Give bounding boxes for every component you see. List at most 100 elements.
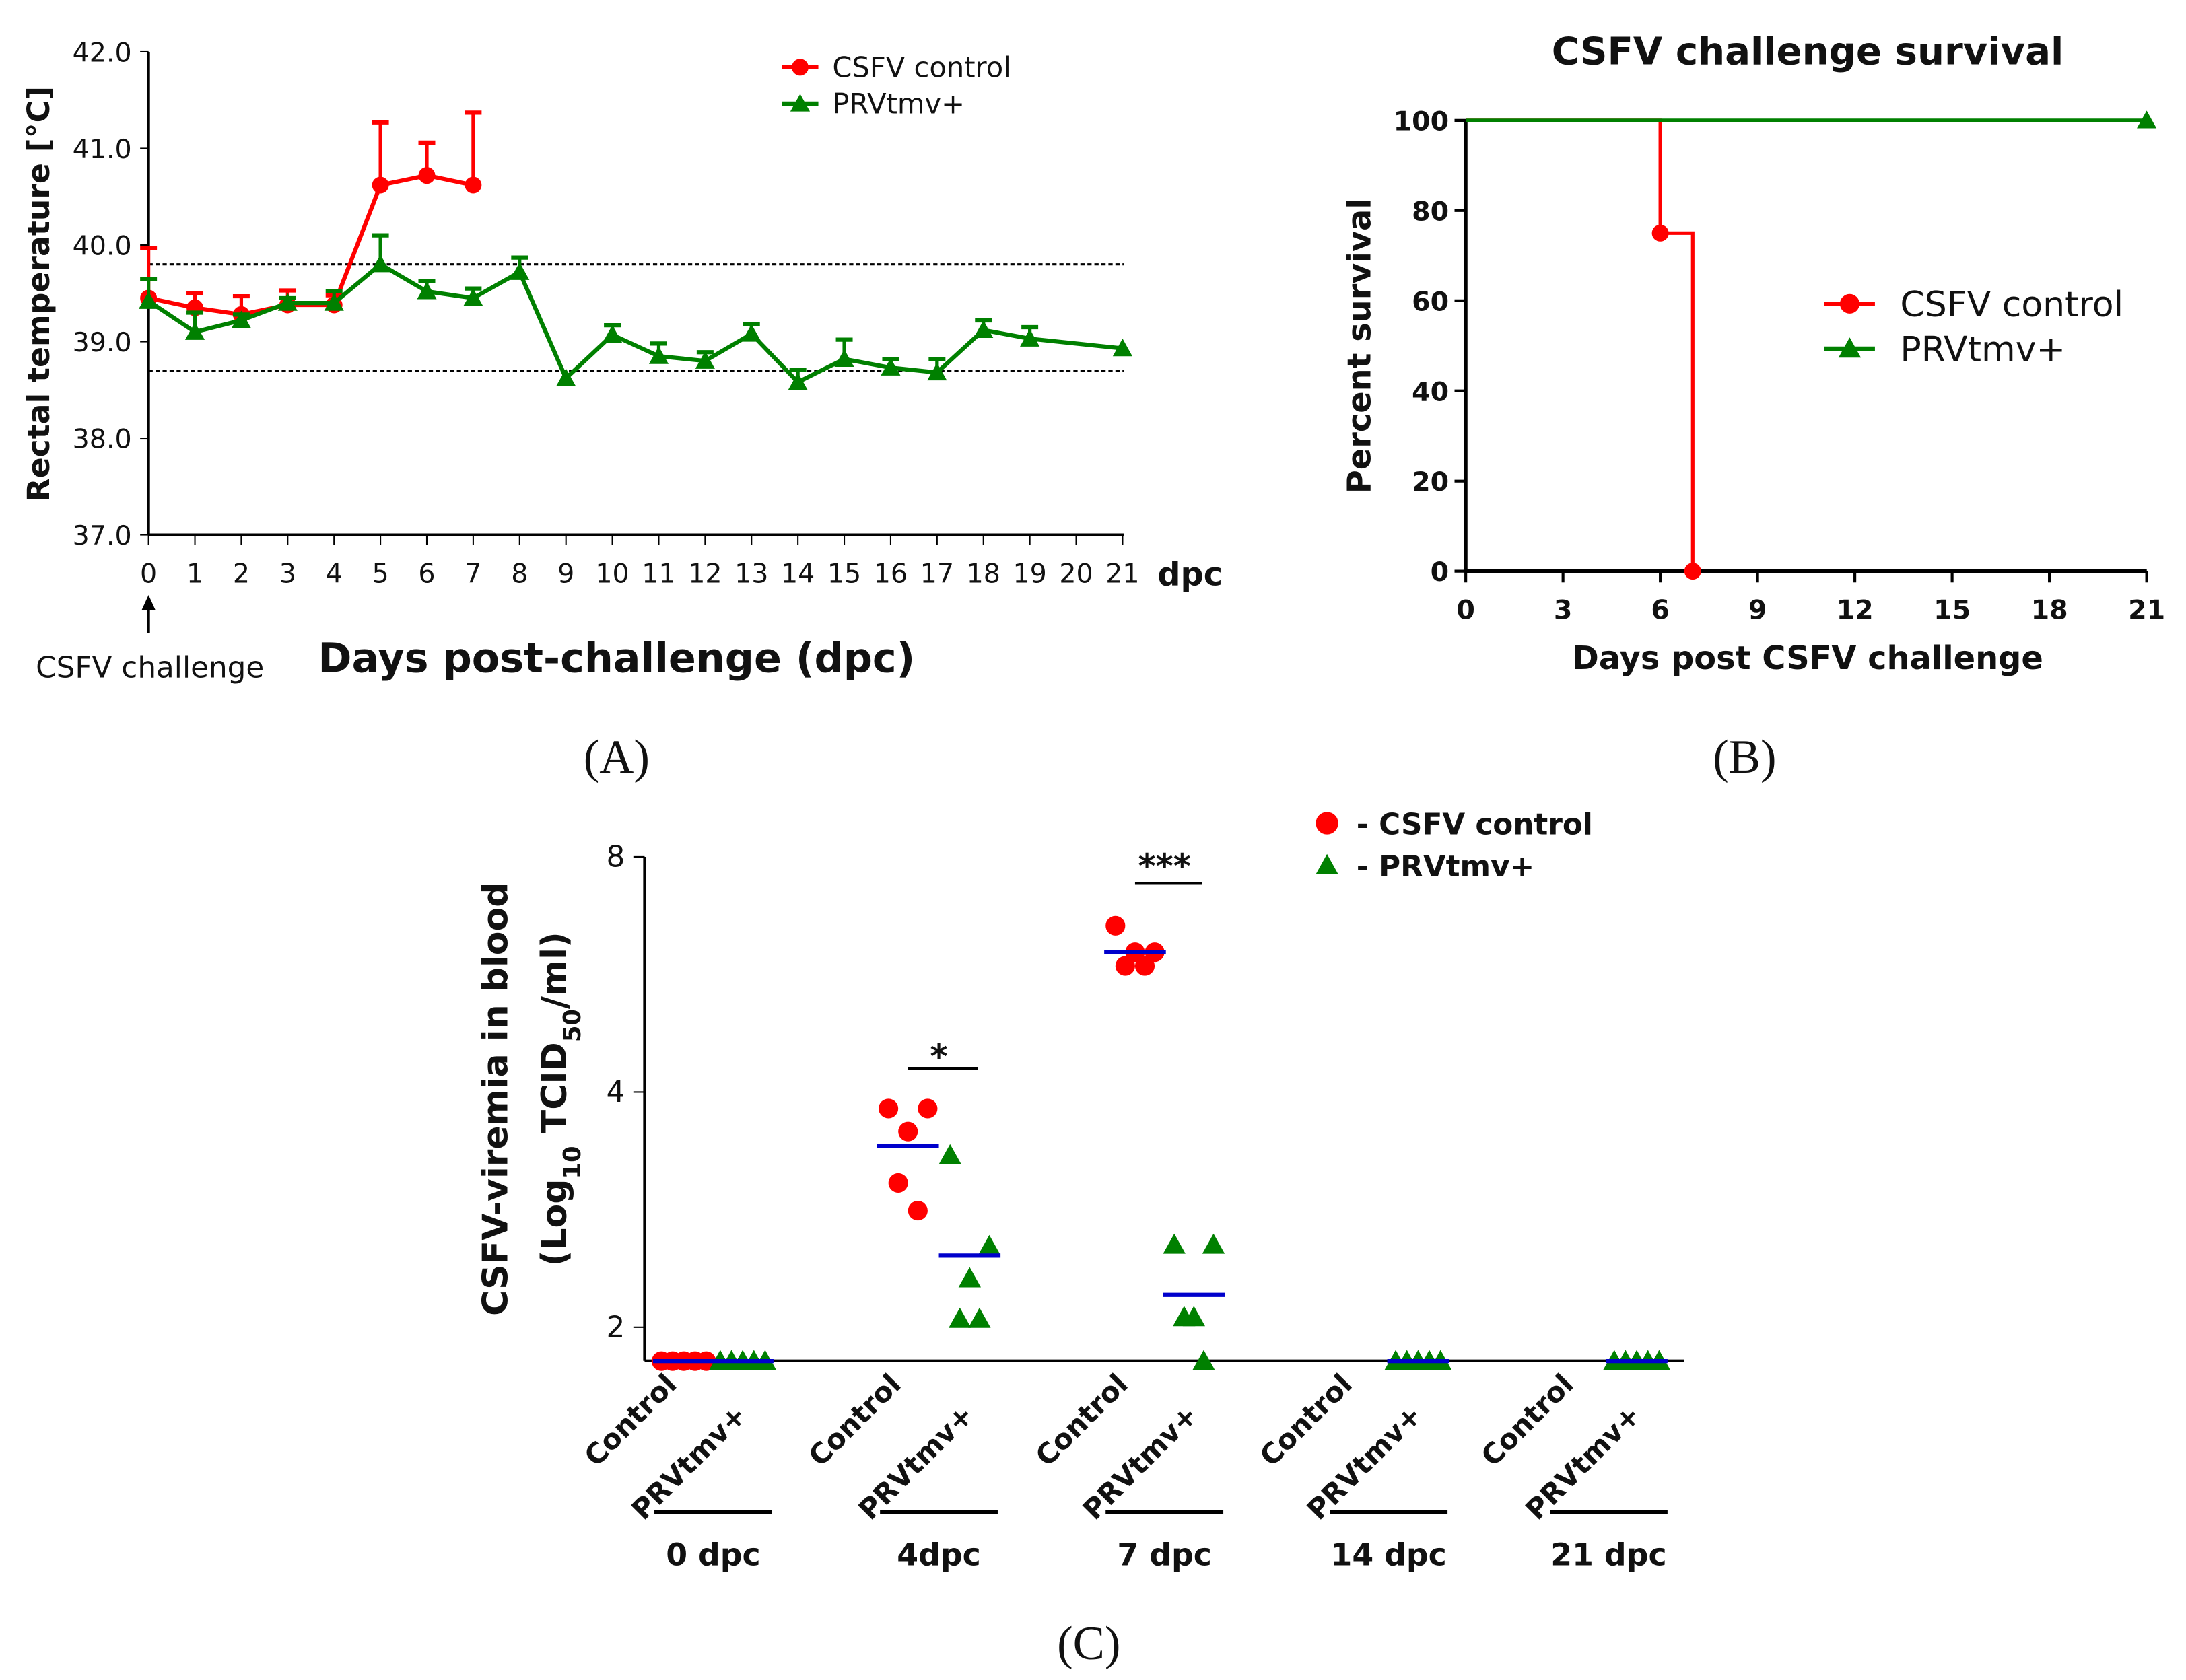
data-point [834,349,854,368]
y-tick-label: 42.0 [73,38,132,69]
legend-label: PRVtmv+ [1900,330,2065,370]
y-tick-label: 80 [1412,196,1449,227]
x-tick-label: 2 [233,558,250,589]
data-point [879,1098,899,1119]
panel-a: 37.038.039.040.041.042.00 1 2 3 4 5 6 7 8 9 10 11 12… [21,38,1223,685]
data-point [695,351,715,369]
legend-marker [790,94,811,112]
x-tick-label: 6 [418,558,435,589]
data-point [741,324,761,342]
group-label: 14 dpc [1331,1537,1447,1572]
group-label: 21 dpc [1550,1537,1666,1572]
x-tick-label: 12 [688,558,722,589]
y-tick-label: 39.0 [73,327,132,358]
y-axis-title: Rectal temperature [°C] [21,86,57,502]
x-tick-label: 15 [827,558,861,589]
data-point [648,346,669,364]
data-point [958,1267,981,1288]
data-point [1134,956,1155,976]
data-point [372,176,389,194]
category-label: Control [802,1368,907,1473]
x-tick-label: 13 [735,558,768,589]
x-unit-label: dpc [1157,556,1223,593]
legend-marker [1316,812,1338,835]
x-tick-label: 4 [326,558,343,589]
panel-c: 2 4 8 CSFV-viremia in blood (Log10 TCID50/ml… [475,808,1684,1572]
series-line [147,261,1123,385]
x-tick-label: 12 [1837,594,1874,625]
x-tick-label: 21 [2128,594,2165,625]
legend-label: CSFV control [832,50,1011,83]
data-point [2137,110,2157,129]
y-tick-label: 8 [607,840,625,874]
legend-marker [1839,293,1860,314]
x-tick-label: 20 [1059,558,1093,589]
data-point [277,293,298,311]
x-tick-label: 5 [372,558,389,589]
y-tick-label: 0 [1431,557,1449,588]
data-point [1163,1233,1186,1254]
annotation-text: CSFV challenge [36,651,264,685]
data-point [978,1234,1001,1255]
legend-label: PRVtmv+ [832,87,965,120]
y-axis-title-part: TCID [535,1042,575,1146]
x-tick-label: 14 [781,558,815,589]
x-tick-label: 8 [511,558,528,589]
y-tick-label: 2 [607,1310,625,1344]
data-point [788,372,808,390]
x-tick-label: 6 [1651,594,1670,625]
data-point [938,1144,961,1164]
data-point [1202,1233,1225,1254]
data-point [603,324,623,343]
x-axis-title: Days post-challenge (dpc) [318,635,915,682]
x-tick-label: 0 [1456,594,1475,625]
x-tick-label: 10 [595,558,629,589]
y-axis-title: Percent survival [1342,198,1379,493]
survival-curve [1466,118,1695,571]
x-tick-label: 17 [920,558,954,589]
data-point [417,281,437,300]
group-label: 0 dpc [666,1537,760,1572]
data-point [1192,1350,1215,1370]
x-tick-label: 9 [1748,594,1767,625]
panel-b: CSFV challenge survival 0 20 40 60 80 100 0 3 6 9 1… [1342,30,2166,678]
x-tick-label: 19 [1013,558,1046,589]
data-point [184,322,205,340]
panel-b-label: (B) [1713,731,1776,783]
x-tick-label: 3 [1554,594,1573,625]
data-point [139,291,159,309]
category-label: Control [578,1368,683,1473]
x-tick-label: 21 [1105,558,1139,589]
group-label: 4dpc [897,1537,981,1572]
x-tick-label: 3 [279,558,296,589]
x-tick-label: 7 [465,558,481,589]
y-tick-label: 20 [1412,466,1449,497]
x-tick-label: 11 [642,558,675,589]
arrow-head-icon [141,595,156,610]
x-tick-label: 0 [140,558,157,589]
data-point [881,357,901,376]
significance-label: * [930,1037,947,1076]
x-axis-title: Days post CSFV challenge [1572,640,2043,677]
x-tick-label: 15 [1934,594,1971,625]
panel-a-label: (A) [584,731,650,783]
y-tick-label: 100 [1394,106,1449,137]
data-point [918,1098,938,1119]
legend-label: - PRVtmv+ [1357,849,1534,884]
x-tick-label: 18 [967,558,1000,589]
data-point [1684,563,1701,580]
y-axis-title-part: 50 [558,1009,586,1042]
x-tick-label: 9 [557,558,574,589]
chart-title: CSFV challenge survival [1552,30,2064,74]
y-tick-label: 41.0 [73,134,132,165]
y-axis-title-part: 10 [558,1146,586,1179]
x-tick-label: 16 [874,558,908,589]
data-point [1105,915,1126,936]
data-point [968,1307,991,1328]
